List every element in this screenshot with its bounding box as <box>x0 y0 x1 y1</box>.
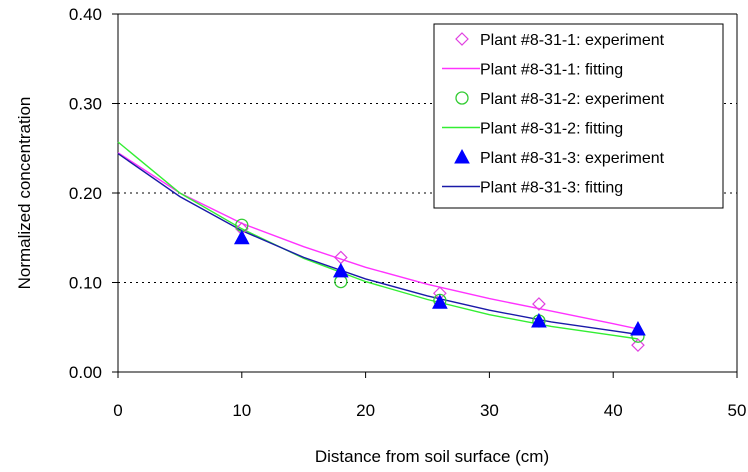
plot-series <box>117 141 646 352</box>
y-axis-title: Normalized concentration <box>15 97 34 290</box>
x-tick-label-2: 20 <box>356 401 375 420</box>
x-tick-label-4: 40 <box>604 401 623 420</box>
series-0-point-4 <box>631 338 645 352</box>
legend-label-1: Plant #8-31-1: fitting <box>480 62 623 79</box>
series-line-1 <box>117 152 639 330</box>
legend: Plant #8-31-1: experiment Plant #8-31-1: … <box>433 23 724 209</box>
y-tick-label-2: 0.20 <box>69 184 102 203</box>
legend-swatch-2 <box>455 91 469 105</box>
y-tick-label-1: 0.10 <box>69 274 102 293</box>
x-tick-label-3: 30 <box>480 401 499 420</box>
legend-label-5: Plant #8-31-3: fitting <box>480 180 623 197</box>
legend-label-2: Plant #8-31-2: experiment <box>480 91 665 108</box>
series-line-3 <box>117 141 639 340</box>
legend-label-3: Plant #8-31-2: fitting <box>480 121 623 138</box>
legend-label-0: Plant #8-31-1: experiment <box>480 32 665 49</box>
y-tick-label-0: 0.00 <box>69 363 102 382</box>
x-tick-label-5: 50 <box>728 401 747 420</box>
legend-label-4: Plant #8-31-3: experiment <box>480 150 665 167</box>
y-tick-label-4: 0.40 <box>69 5 102 24</box>
legend-swatch-0 <box>455 32 469 46</box>
series-4-point-1 <box>333 262 349 278</box>
series-0-point-3 <box>532 297 546 311</box>
series-4-point-2 <box>432 294 448 309</box>
series-4-point-4 <box>630 320 646 336</box>
gridlines <box>118 103 737 283</box>
y-tick-label-3: 0.30 <box>69 95 102 114</box>
axes: 0.00 0.10 0.20 0.30 0.40 0 10 20 30 40 50 <box>69 5 747 420</box>
x-tick-label-1: 10 <box>232 401 251 420</box>
legend-swatch-4 <box>454 148 470 164</box>
series-4-point-0 <box>233 229 250 245</box>
legend-box <box>433 23 724 209</box>
series-4-point-3 <box>531 312 547 328</box>
x-axis-title: Distance from soil surface (cm) <box>315 447 549 466</box>
series-line-5 <box>117 153 639 336</box>
x-tick-label-0: 0 <box>113 401 122 420</box>
